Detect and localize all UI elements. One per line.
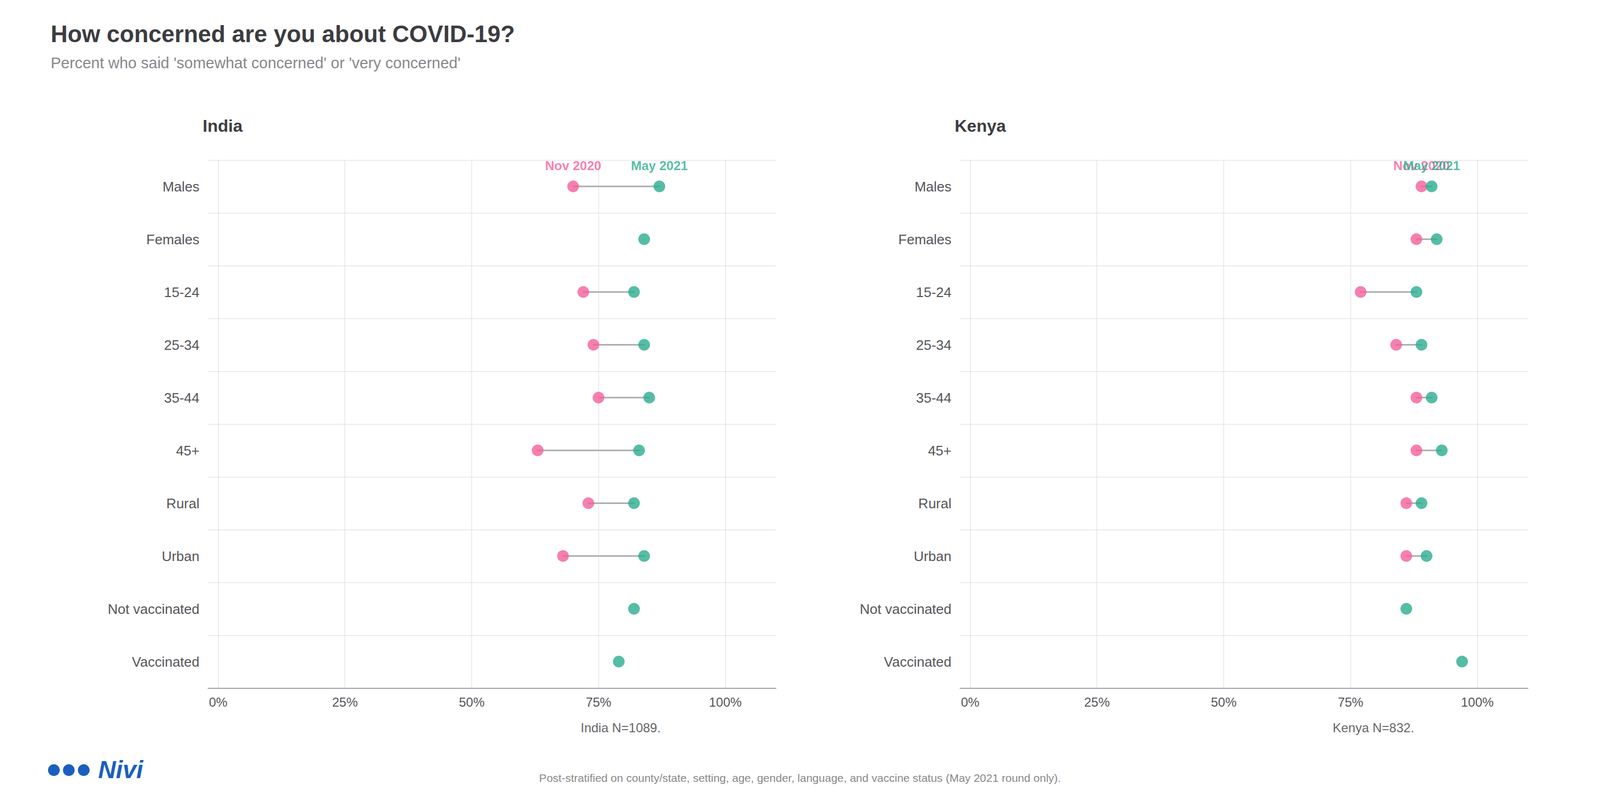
svg-text:35-44: 35-44	[916, 389, 952, 406]
svg-text:India N=1089.: India N=1089.	[580, 720, 661, 735]
svg-text:Kenya: Kenya	[954, 116, 1006, 136]
svg-text:Urban: Urban	[913, 548, 952, 565]
svg-text:Post-stratified on county/stat: Post-stratified on county/state, setting…	[539, 771, 1061, 784]
svg-text:Rural: Rural	[918, 495, 952, 512]
svg-text:Males: Males	[914, 178, 952, 195]
svg-text:Vaccinated: Vaccinated	[883, 653, 952, 670]
svg-text:Urban: Urban	[161, 548, 200, 565]
svg-text:India: India	[202, 116, 243, 136]
svg-text:Nov 2020: Nov 2020	[545, 158, 602, 173]
svg-text:Males: Males	[162, 178, 200, 195]
svg-text:25%: 25%	[332, 694, 358, 710]
svg-text:50%: 50%	[458, 694, 485, 710]
svg-text:May 2021: May 2021	[630, 158, 688, 173]
svg-text:25-34: 25-34	[164, 337, 200, 354]
svg-text:100%: 100%	[1460, 694, 1494, 710]
svg-text:Vaccinated: Vaccinated	[131, 653, 200, 670]
svg-text:50%: 50%	[1210, 694, 1237, 710]
svg-text:Females: Females	[146, 231, 200, 248]
svg-text:25%: 25%	[1084, 694, 1110, 710]
svg-text:Percent who said 'somewhat con: Percent who said 'somewhat concerned' or…	[50, 54, 461, 72]
svg-text:Kenya N=832.: Kenya N=832.	[1332, 720, 1415, 735]
svg-text:0%: 0%	[961, 694, 980, 710]
svg-text:15-24: 15-24	[164, 284, 200, 301]
svg-text:75%: 75%	[1337, 694, 1364, 710]
svg-text:Nivi: Nivi	[98, 755, 144, 784]
svg-text:45+: 45+	[928, 442, 952, 459]
svg-text:How concerned are you about CO: How concerned are you about COVID-19?	[50, 20, 515, 47]
svg-text:0%: 0%	[209, 694, 228, 710]
svg-text:Not vaccinated: Not vaccinated	[859, 601, 952, 618]
svg-text:100%: 100%	[708, 694, 742, 710]
svg-text:45+: 45+	[176, 442, 200, 459]
svg-text:35-44: 35-44	[164, 389, 200, 406]
svg-text:15-24: 15-24	[916, 284, 952, 301]
svg-text:75%: 75%	[585, 694, 612, 710]
svg-text:May 2021: May 2021	[1403, 158, 1461, 173]
svg-text:Rural: Rural	[166, 495, 200, 512]
svg-text:Not vaccinated: Not vaccinated	[107, 601, 200, 618]
svg-text:25-34: 25-34	[916, 337, 952, 354]
svg-text:Females: Females	[898, 231, 952, 248]
